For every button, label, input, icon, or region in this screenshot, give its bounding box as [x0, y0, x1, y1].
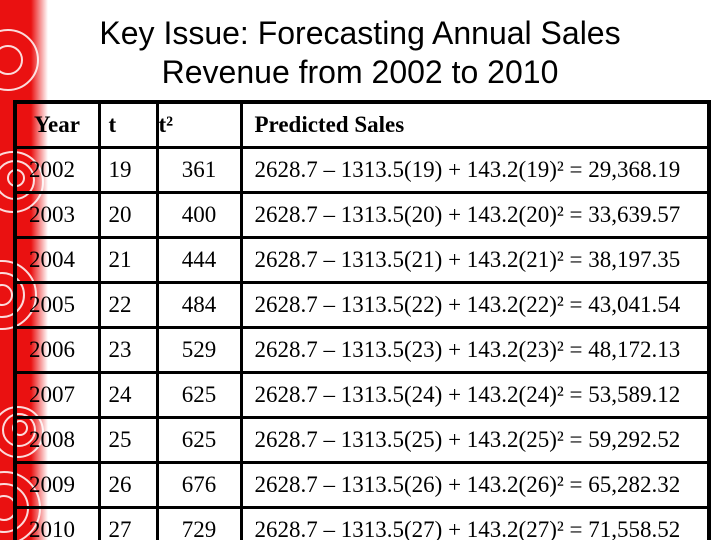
table-row: 2007 24 625 2628.7 – 1313.5(24) + 143.2(24)… — [13, 371, 711, 419]
table-row: 2002 19 361 2628.7 – 1313.5(19) + 143.2(19)… — [13, 146, 711, 194]
cell-t: 20 — [97, 191, 159, 239]
cell-predicted-sales: 2628.7 – 1313.5(27) + 143.2(27)² = 71,55… — [239, 506, 711, 540]
forecast-table-header: Year t t² Predicted Sales — [13, 100, 711, 149]
cell-t-squared: 400 — [155, 191, 243, 239]
cell-t: 21 — [97, 236, 159, 284]
table-row: 2004 21 444 2628.7 – 1313.5(21) + 143.2(21)… — [13, 236, 711, 284]
table-row: 2008 25 625 2628.7 – 1313.5(25) + 143.2(25)… — [13, 416, 711, 464]
cell-year: 2010 — [13, 506, 101, 540]
header-row: Year t t² Predicted Sales — [13, 100, 711, 149]
cell-year: 2005 — [13, 281, 101, 329]
header-year: Year — [13, 100, 101, 149]
forecast-table: Year t t² Predicted Sales 2002 19 361 2628.… — [13, 100, 711, 540]
table-row: 2010 27 729 2628.7 – 1313.5(27) + 143.2(27)… — [13, 506, 711, 540]
cell-year: 2003 — [13, 191, 101, 239]
table-row: 2006 23 529 2628.7 – 1313.5(23) + 143.2(23)… — [13, 326, 711, 374]
cell-predicted-sales: 2628.7 – 1313.5(20) + 143.2(20)² = 33,63… — [239, 191, 711, 239]
cell-year: 2002 — [13, 146, 101, 194]
cell-predicted-sales: 2628.7 – 1313.5(19) + 143.2(19)² = 29,36… — [239, 146, 711, 194]
slide-title-line-2: Revenue from 2002 to 2010 — [161, 54, 559, 90]
cell-t: 22 — [97, 281, 159, 329]
cell-year: 2007 — [13, 371, 101, 419]
cell-predicted-sales: 2628.7 – 1313.5(23) + 143.2(23)² = 48,17… — [239, 326, 711, 374]
table-row: 2009 26 676 2628.7 – 1313.5(26) + 143.2(26)… — [13, 461, 711, 509]
slide-title: Key Issue: Forecasting Annual Sales Reve… — [0, 14, 720, 92]
cell-t-squared: 625 — [155, 371, 243, 419]
forecast-table-body: 2002 19 361 2628.7 – 1313.5(19) + 143.2(19)… — [13, 146, 711, 540]
slide-title-line-1: Key Issue: Forecasting Annual Sales — [99, 15, 621, 51]
cell-t: 27 — [97, 506, 159, 540]
table-row: 2003 20 400 2628.7 – 1313.5(20) + 143.2(20)… — [13, 191, 711, 239]
cell-t: 23 — [97, 326, 159, 374]
cell-year: 2009 — [13, 461, 101, 509]
cell-year: 2008 — [13, 416, 101, 464]
header-t: t — [97, 100, 159, 149]
cell-predicted-sales: 2628.7 – 1313.5(22) + 143.2(22)² = 43,04… — [239, 281, 711, 329]
cell-t-squared: 361 — [155, 146, 243, 194]
cell-t-squared: 529 — [155, 326, 243, 374]
cell-t-squared: 729 — [155, 506, 243, 540]
cell-predicted-sales: 2628.7 – 1313.5(21) + 143.2(21)² = 38,19… — [239, 236, 711, 284]
cell-year: 2006 — [13, 326, 101, 374]
cell-predicted-sales: 2628.7 – 1313.5(26) + 143.2(26)² = 65,28… — [239, 461, 711, 509]
cell-t-squared: 484 — [155, 281, 243, 329]
cell-t-squared: 625 — [155, 416, 243, 464]
cell-predicted-sales: 2628.7 – 1313.5(25) + 143.2(25)² = 59,29… — [239, 416, 711, 464]
cell-year: 2004 — [13, 236, 101, 284]
header-t-squared: t² — [155, 100, 243, 149]
cell-t: 25 — [97, 416, 159, 464]
table-row: 2005 22 484 2628.7 – 1313.5(22) + 143.2(22)… — [13, 281, 711, 329]
cell-predicted-sales: 2628.7 – 1313.5(24) + 143.2(24)² = 53,58… — [239, 371, 711, 419]
header-predicted-sales: Predicted Sales — [239, 100, 711, 149]
cell-t: 24 — [97, 371, 159, 419]
cell-t-squared: 444 — [155, 236, 243, 284]
cell-t-squared: 676 — [155, 461, 243, 509]
cell-t: 19 — [97, 146, 159, 194]
cell-t: 26 — [97, 461, 159, 509]
